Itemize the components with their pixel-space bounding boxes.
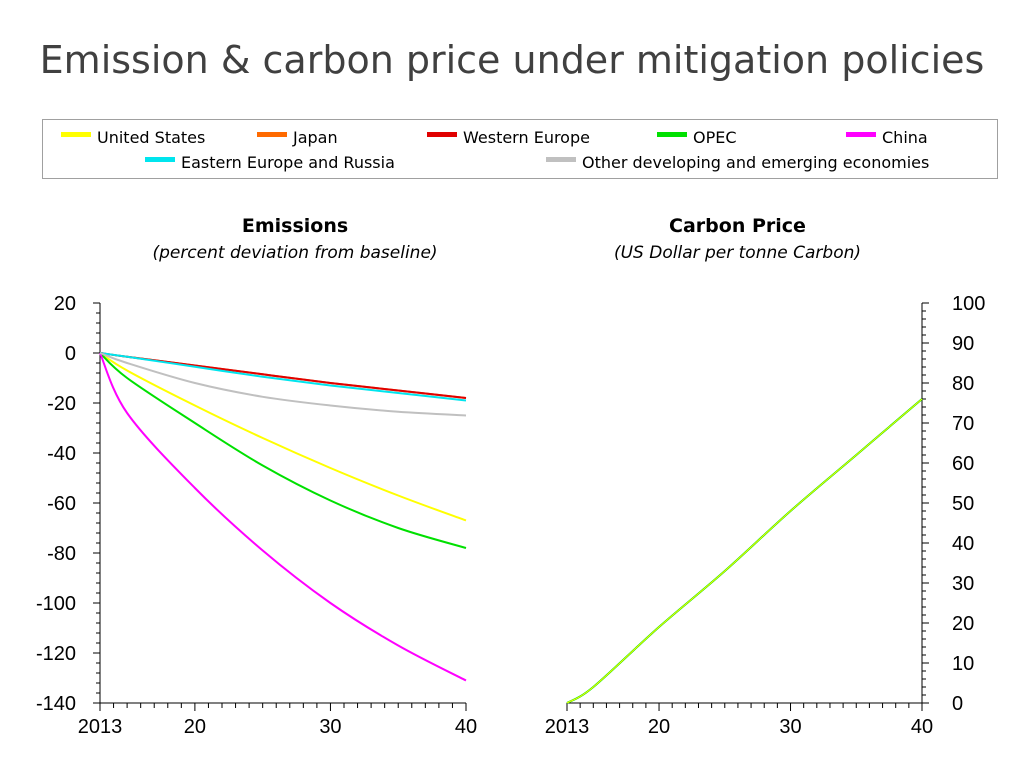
emissions-x-tick-label: 40 — [455, 716, 477, 738]
legend-item-other-developing: Other developing and emerging economies — [546, 153, 929, 172]
legend-label: Other developing and emerging economies — [582, 153, 930, 172]
price-line-series-1 — [566, 398, 923, 704]
emissions-y-tick-label: 20 — [54, 293, 76, 315]
legend-item-opec: OPEC — [657, 128, 737, 147]
emissions-header: Emissions (percent deviation from baseli… — [100, 215, 490, 263]
legend: United States Japan Western Europe OPEC … — [42, 119, 998, 179]
legend-item-western-europe: Western Europe — [427, 128, 590, 147]
carbon-price-header: Carbon Price (US Dollar per tonne Carbon… — [550, 215, 925, 263]
emissions-y-tick-label: -80 — [47, 543, 76, 565]
legend-swatch-opec — [657, 132, 687, 137]
price-y-tick-label: 30 — [952, 573, 974, 595]
price-y-tick-label: 90 — [952, 333, 974, 355]
legend-label: Eastern Europe and Russia — [181, 153, 395, 172]
emissions-line-other-developing-and-emerging-economies — [99, 352, 467, 417]
legend-item-japan: Japan — [257, 128, 338, 147]
price-x-tick-label: 20 — [648, 716, 670, 738]
price-y-tick-label: 40 — [952, 533, 974, 555]
legend-item-eastern-europe-russia: Eastern Europe and Russia — [145, 153, 395, 172]
emissions-y-tick-label: -140 — [36, 693, 76, 715]
price-y-tick-label: 20 — [952, 613, 974, 635]
emissions-line-opec — [99, 352, 467, 549]
price-x-tick-label: 30 — [779, 716, 801, 738]
price-y-tick-label: 70 — [952, 413, 974, 435]
emissions-y-tick-label: -60 — [47, 493, 76, 515]
legend-label: United States — [97, 128, 206, 147]
legend-item-china: China — [846, 128, 928, 147]
legend-swatch-western-europe — [427, 132, 457, 137]
emissions-x-tick-label: 2013 — [78, 716, 123, 738]
price-y-tick-label: 10 — [952, 653, 974, 675]
legend-label: Japan — [293, 128, 338, 147]
price-y-tick-label: 0 — [952, 693, 963, 715]
emissions-x-tick-label: 20 — [184, 716, 206, 738]
emissions-subtitle: (percent deviation from baseline) — [152, 243, 438, 263]
legend-swatch-japan — [257, 132, 287, 137]
emissions-line-eastern-europe-and-russia — [99, 352, 467, 402]
legend-swatch-eastern-europe-russia — [145, 157, 175, 162]
emissions-line-united-states — [99, 352, 467, 522]
legend-item-united-states: United States — [61, 128, 205, 147]
emissions-y-tick-label: -20 — [47, 393, 76, 415]
legend-swatch-other-developing — [546, 157, 576, 162]
carbon-price-title: Carbon Price — [669, 215, 806, 237]
emissions-title: Emissions — [241, 215, 349, 237]
slide-title: Emission & carbon price under mitigation… — [39, 38, 985, 82]
price-y-tick-label: 50 — [952, 493, 974, 515]
legend-swatch-china — [846, 132, 876, 137]
legend-label: China — [882, 128, 928, 147]
price-x-tick-label: 40 — [911, 716, 933, 738]
price-y-tick-label: 100 — [952, 293, 985, 315]
emissions-y-tick-label: 0 — [65, 343, 76, 365]
carbon-price-subtitle: (US Dollar per tonne Carbon) — [613, 243, 861, 263]
price-y-tick-label: 60 — [952, 453, 974, 475]
emissions-y-tick-label: -120 — [36, 643, 76, 665]
price-x-tick-label: 2013 — [545, 716, 590, 738]
emissions-x-tick-label: 30 — [319, 716, 341, 738]
legend-label: Western Europe — [463, 128, 590, 147]
emissions-y-tick-label: -100 — [36, 593, 76, 615]
legend-label: OPEC — [693, 128, 737, 147]
emissions-line-china — [99, 352, 467, 682]
legend-swatch-united-states — [61, 132, 91, 137]
emissions-y-tick-label: -40 — [47, 443, 76, 465]
price-y-tick-label: 80 — [952, 373, 974, 395]
